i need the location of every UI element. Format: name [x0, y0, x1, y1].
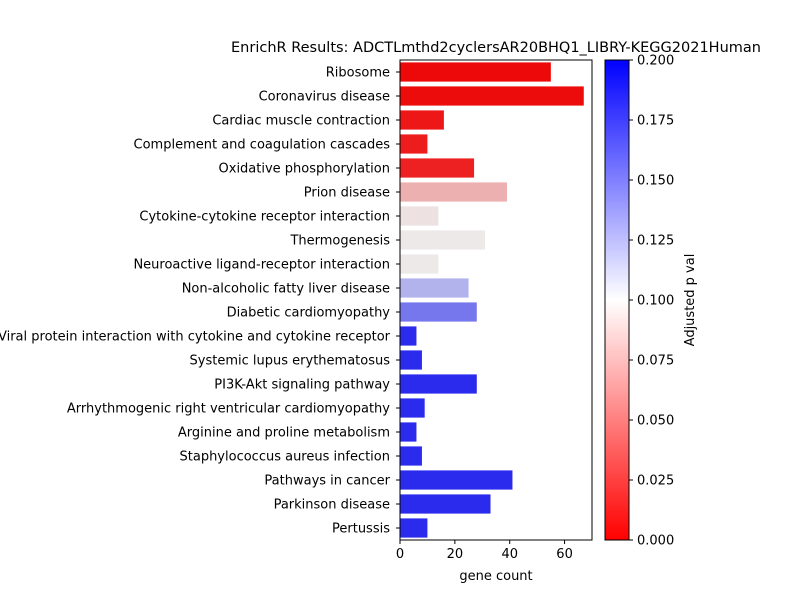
bar	[400, 422, 417, 442]
bar	[400, 134, 428, 154]
colorbar-tick-label: 0.050	[637, 414, 674, 429]
bar	[400, 302, 477, 322]
bars-layer	[400, 62, 584, 538]
category-label: Complement and coagulation cascades	[134, 138, 391, 153]
category-labels: Ribosome Coronavirus disease Cardiac muscl…	[0, 66, 400, 537]
bar	[400, 62, 551, 82]
category-label: Cardiac muscle contraction	[212, 114, 390, 129]
bar	[400, 398, 425, 418]
bar	[400, 278, 469, 298]
bar	[400, 494, 491, 514]
x-tick-label: 40	[501, 547, 518, 562]
colorbar-tick-label: 0.100	[637, 294, 674, 309]
bar	[400, 446, 422, 466]
bar	[400, 518, 428, 538]
colorbar-label: Adjusted p val	[683, 254, 698, 347]
bar	[400, 158, 475, 178]
category-label: Cytokine-cytokine receptor interaction	[139, 210, 390, 225]
category-label: PI3K-Akt signaling pathway	[214, 378, 390, 393]
colorbar-tick-label: 0.150	[637, 174, 674, 189]
category-label: Prion disease	[304, 186, 390, 201]
bar	[400, 230, 486, 250]
bar	[400, 182, 507, 202]
bar	[400, 470, 513, 490]
chart-title: EnrichR Results: ADCTLmthd2cyclersAR20BH…	[231, 40, 761, 56]
bar	[400, 86, 584, 106]
bar	[400, 206, 439, 226]
category-label: Non-alcoholic fatty liver disease	[182, 282, 390, 297]
category-label: Arginine and proline metabolism	[178, 426, 390, 441]
category-label: Systemic lupus erythematosus	[190, 354, 391, 369]
bar	[400, 110, 444, 130]
colorbar-tick-label: 0.200	[637, 54, 674, 69]
colorbar-tick-label: 0.075	[637, 354, 674, 369]
category-label: Pertussis	[332, 522, 390, 537]
colorbar	[604, 59, 630, 541]
category-label: Parkinson disease	[274, 498, 390, 513]
bar	[400, 374, 477, 394]
category-label: Arrhythmogenic right ventricular cardiom…	[67, 402, 390, 417]
category-label: Coronavirus disease	[259, 90, 390, 105]
colorbar-ticks: 0.000 0.025 0.050 0.075 0.100 0.125 0.150 0.175…	[629, 54, 674, 549]
x-tick-label: 60	[556, 547, 573, 562]
x-tick-label: 0	[396, 547, 404, 562]
x-axis-ticks: 0 20 40 60	[396, 540, 573, 562]
category-label: Thermogenesis	[289, 234, 390, 249]
colorbar-tick-label: 0.000	[637, 534, 674, 549]
colorbar-tick-label: 0.125	[637, 234, 674, 249]
category-label: Viral protein interaction with cytokine …	[0, 330, 391, 345]
category-label: Pathways in cancer	[264, 474, 390, 489]
category-label: Diabetic cardiomyopathy	[227, 306, 391, 321]
category-label: Oxidative phosphorylation	[219, 162, 390, 177]
bar	[400, 254, 439, 274]
category-label: Staphylococcus aureus infection	[180, 450, 391, 465]
colorbar-tick-label: 0.025	[637, 474, 674, 489]
plot-frame	[399, 59, 593, 541]
category-label: Neuroactive ligand-receptor interaction	[133, 258, 390, 273]
x-tick-label: 20	[447, 547, 464, 562]
colorbar-tick-label: 0.175	[637, 114, 674, 129]
bar	[400, 350, 422, 370]
category-label: Ribosome	[326, 66, 390, 81]
bar	[400, 326, 417, 346]
x-axis-label: gene count	[459, 569, 532, 584]
